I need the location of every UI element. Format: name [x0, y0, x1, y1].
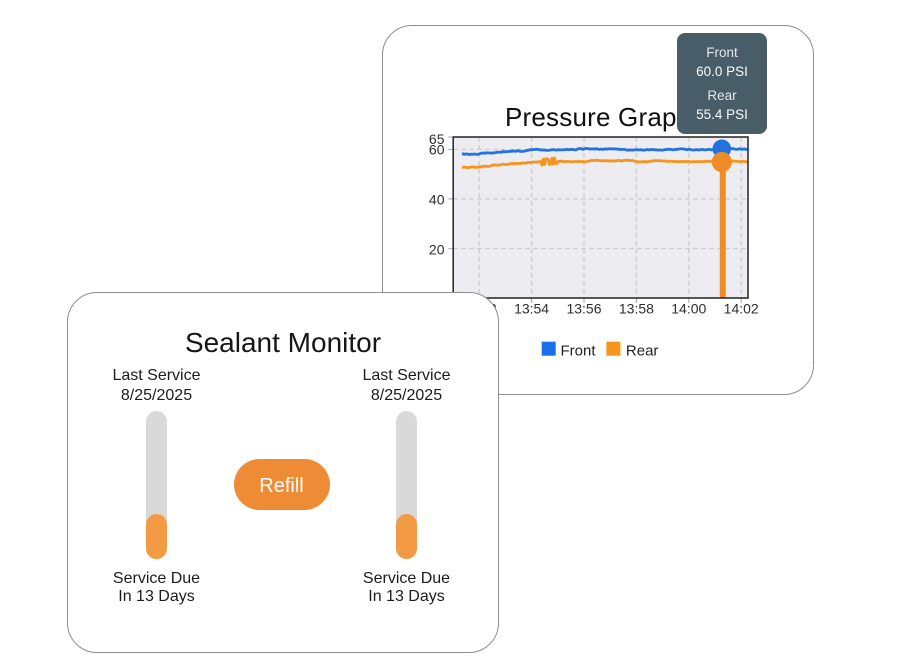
- svg-text:13:58: 13:58: [619, 301, 654, 317]
- svg-text:60: 60: [429, 142, 445, 158]
- svg-text:Front: Front: [561, 343, 597, 360]
- svg-text:65: 65: [429, 131, 445, 147]
- svg-text:13:54: 13:54: [514, 301, 549, 317]
- svg-text:14:02: 14:02: [724, 301, 759, 317]
- svg-text:Rear: Rear: [626, 343, 659, 360]
- svg-text:20: 20: [429, 242, 445, 258]
- svg-text:13:56: 13:56: [566, 301, 601, 317]
- svg-text:40: 40: [429, 192, 445, 208]
- svg-text:14:00: 14:00: [671, 301, 706, 317]
